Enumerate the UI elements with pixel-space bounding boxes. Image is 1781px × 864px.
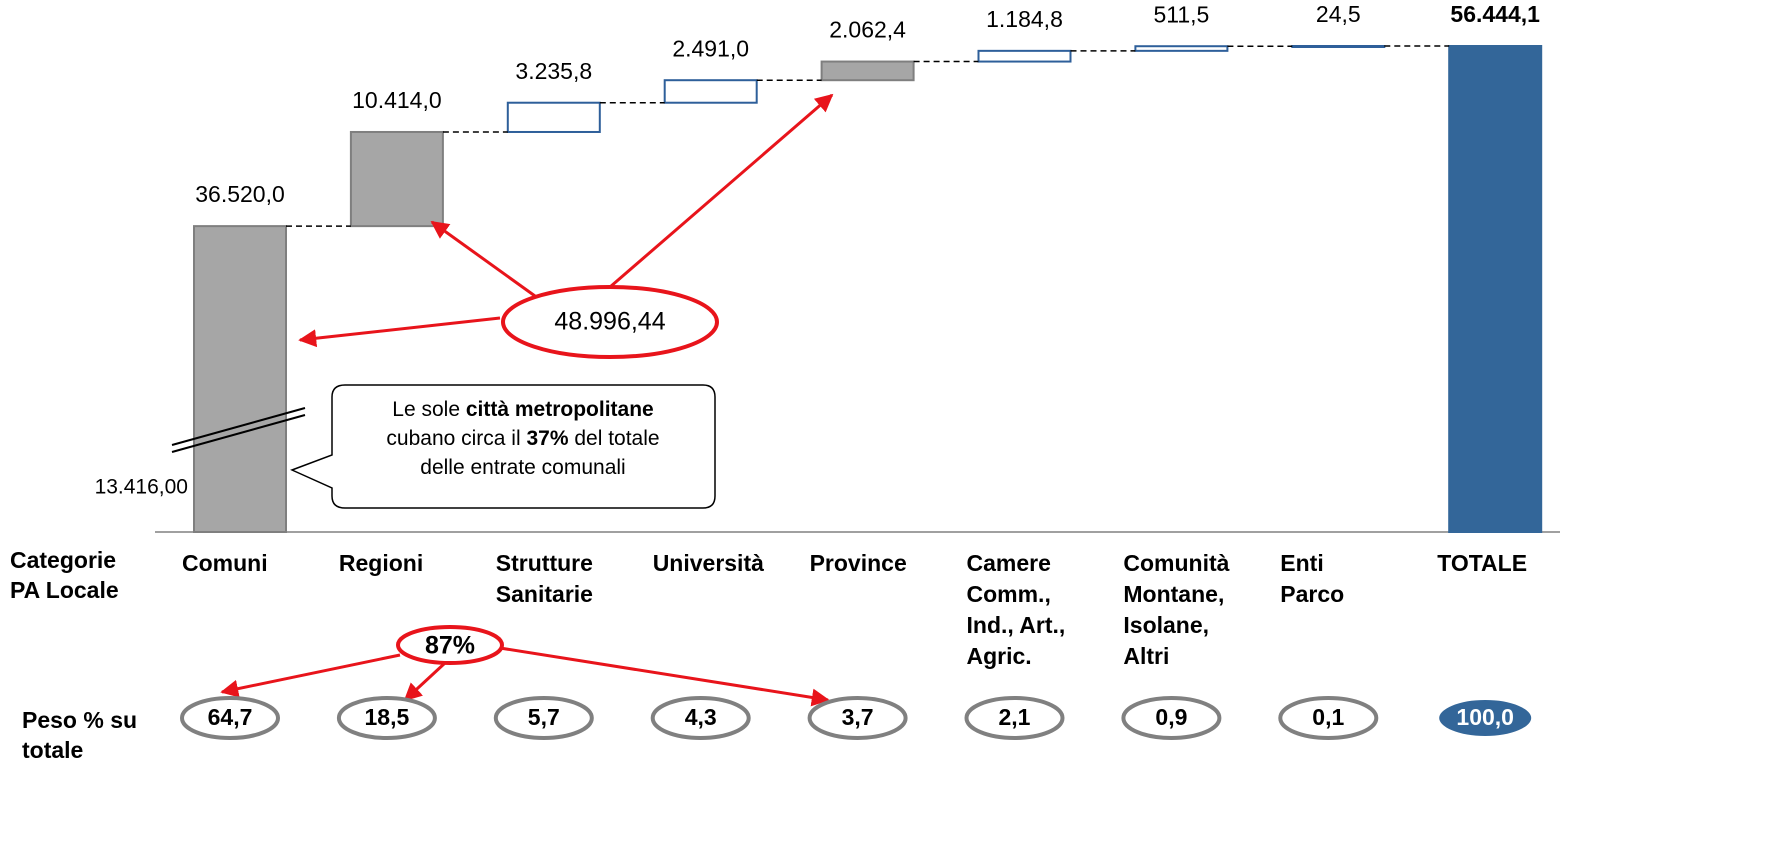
axis-break <box>171 407 306 446</box>
bar <box>663 79 758 104</box>
share-ellipse <box>650 696 751 740</box>
share-label: 4,3 <box>685 704 717 730</box>
share-label: 5,7 <box>528 704 560 730</box>
category-label: Regioni <box>339 550 423 576</box>
arrow <box>499 646 830 707</box>
category-label: Università <box>653 550 764 576</box>
row-label: totale <box>22 737 83 763</box>
value-label: 1.184,8 <box>986 6 1063 32</box>
value-label: 511,5 <box>1153 1 1209 27</box>
row-label: Peso % su <box>22 707 137 733</box>
category-label: Comm., <box>967 581 1051 607</box>
share-label: 18,5 <box>365 704 410 730</box>
callout-box <box>290 384 716 509</box>
category-label: Enti <box>1280 550 1323 576</box>
callout-segment: Le sole <box>392 398 466 421</box>
bar <box>977 49 1072 63</box>
bar <box>1291 45 1386 49</box>
category-label: Agric. <box>967 643 1032 669</box>
share-ellipse <box>1278 696 1379 740</box>
share-ellipse <box>1121 696 1222 740</box>
share-label: 100,0 <box>1456 704 1514 730</box>
bar <box>1448 45 1543 533</box>
value-label: 24,5 <box>1316 1 1361 27</box>
row-label: Categorie <box>10 547 116 573</box>
arrow <box>609 93 834 289</box>
callout-segment: città metropolitane <box>466 398 654 421</box>
category-label: Sanitarie <box>496 581 593 607</box>
axis-break-label: 13.416,00 <box>95 476 188 499</box>
bar <box>193 225 287 533</box>
bar <box>1134 45 1229 52</box>
share-ellipse <box>1435 696 1536 740</box>
value-label: 10.414,0 <box>352 87 442 113</box>
share-label: 3,7 <box>842 704 874 730</box>
value-label: 3.235,8 <box>515 58 592 84</box>
share-ellipse <box>336 696 437 740</box>
category-label: Comunità <box>1123 550 1229 576</box>
arrow <box>298 316 501 348</box>
share-ellipse <box>964 696 1065 740</box>
category-label: Isolane, <box>1123 612 1209 638</box>
bars <box>193 45 1543 533</box>
category-label: Parco <box>1280 581 1344 607</box>
callout-segment: cubano circa il <box>386 427 526 450</box>
category-label: Montane, <box>1123 581 1224 607</box>
row-label: PA Locale <box>10 577 119 603</box>
callout-segment: 37% <box>526 427 568 450</box>
share-ellipse <box>180 696 280 740</box>
share-label: 0,9 <box>1155 704 1187 730</box>
share-sum-ellipse <box>396 625 504 665</box>
share-ellipse <box>807 696 908 740</box>
category-label: Ind., Art., <box>967 612 1066 638</box>
value-label: 36.520,0 <box>195 181 285 207</box>
callout-text: Le sole città metropolitane cubano circa … <box>386 398 659 479</box>
share-ellipse <box>493 696 594 740</box>
share-label: 0,1 <box>1312 704 1344 730</box>
callout-segment: del totale <box>569 427 660 450</box>
category-label: Comuni <box>182 550 268 576</box>
value-label: 56.444,1 <box>1450 1 1540 27</box>
value-label: 2.062,4 <box>829 17 906 43</box>
bar <box>820 60 915 82</box>
bar <box>506 101 601 133</box>
sum-ellipse <box>501 285 719 359</box>
share-sum-label: 87% <box>425 632 475 660</box>
category-label: Altri <box>1123 643 1169 669</box>
arrow <box>220 653 401 698</box>
share-label: 2,1 <box>999 704 1031 730</box>
category-label: Province <box>810 550 907 576</box>
axis-break <box>171 414 306 453</box>
share-label: 64,7 <box>208 704 253 730</box>
sum-label: 48.996,44 <box>554 308 665 336</box>
value-label: 2.491,0 <box>672 35 749 61</box>
arrow <box>403 661 447 702</box>
arrow <box>430 220 536 298</box>
bar <box>349 130 444 228</box>
callout-segment: delle entrate comunali <box>420 456 625 479</box>
category-label: TOTALE <box>1437 550 1527 576</box>
category-label: Strutture <box>496 550 593 576</box>
category-label: Camere <box>967 550 1051 576</box>
